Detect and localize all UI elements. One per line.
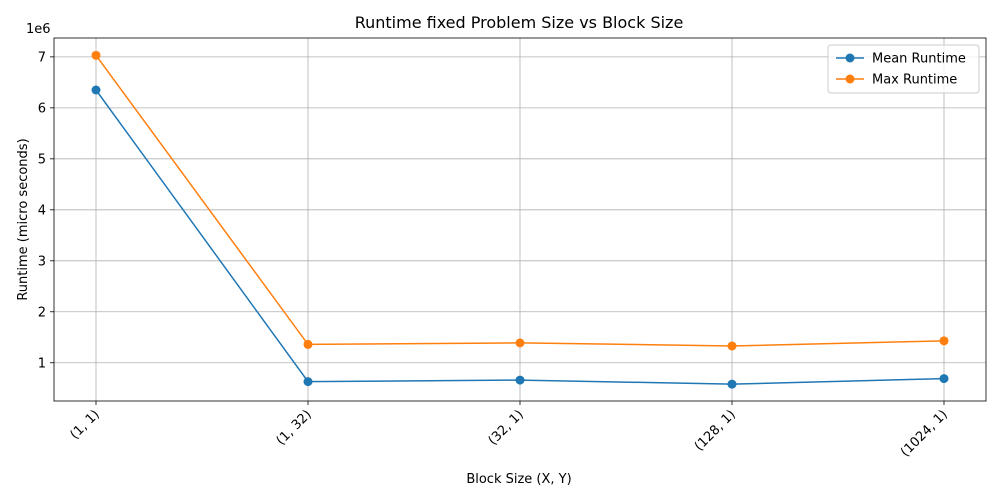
y-tick-label: 7	[38, 50, 46, 65]
legend-entry-label: Mean Runtime	[872, 52, 966, 67]
legend-entry-label: Max Runtime	[872, 73, 957, 88]
y-tick-label: 1	[38, 356, 46, 371]
y-tick-label: 2	[38, 305, 46, 320]
legend: Mean Runtime Max Runtime	[827, 44, 980, 94]
y-tick-label: 3	[38, 254, 46, 269]
grid	[54, 38, 986, 401]
y-axis-label: Runtime (micro seconds)	[16, 138, 31, 300]
x-tick-label: (1, 1)	[68, 407, 103, 442]
data-point	[727, 341, 737, 351]
data-point	[91, 85, 101, 95]
data-point	[91, 50, 101, 60]
legend-swatch-marker	[845, 74, 855, 84]
y-tick-label: 6	[38, 101, 46, 116]
data-point	[515, 375, 525, 385]
data-point	[939, 336, 949, 346]
x-tick-label: (1, 32)	[274, 407, 315, 448]
legend-swatch-marker	[845, 53, 855, 63]
y-offset-label: 1e6	[26, 22, 51, 37]
x-tick-label: (128, 1)	[692, 407, 739, 454]
legend-box	[827, 44, 980, 94]
x-tick-label: (1024, 1)	[898, 407, 951, 460]
x-axis-label: Block Size (X, Y)	[466, 472, 571, 487]
chart-title: Runtime fixed Problem Size vs Block Size	[355, 13, 684, 32]
data-point	[515, 338, 525, 348]
y-tick-label: 4	[38, 203, 46, 218]
data-point	[303, 377, 313, 387]
y-tick-label: 5	[38, 152, 46, 167]
x-tick-label: (32, 1)	[486, 407, 527, 448]
series-layer	[91, 50, 949, 389]
data-point	[303, 339, 313, 349]
data-point	[939, 374, 949, 384]
axes: (1, 1) (1, 32) (32, 1) (128, 1) (1024, 1) 1 2 3…	[38, 50, 951, 460]
data-point	[727, 379, 737, 389]
